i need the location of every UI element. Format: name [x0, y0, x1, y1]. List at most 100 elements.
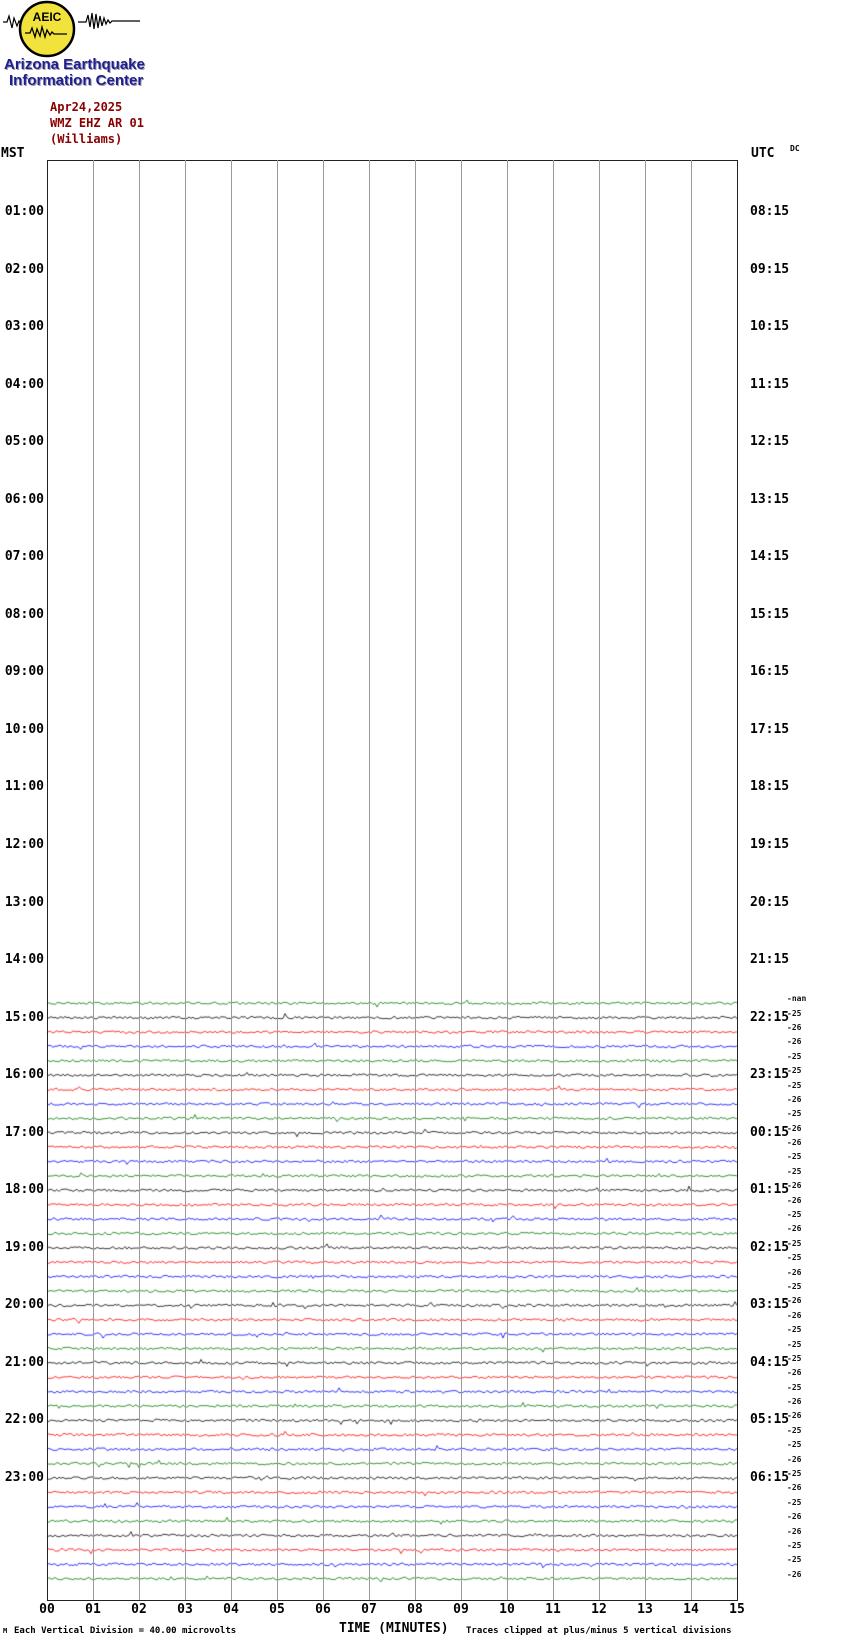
- dc-offset-value: -26: [787, 1267, 802, 1277]
- mst-hour-label: 05:00: [4, 434, 44, 450]
- x-axis-title: TIME (MINUTES): [339, 1621, 449, 1636]
- mst-hour-label: 22:00: [4, 1412, 44, 1428]
- mst-hour-label: 02:00: [4, 261, 44, 277]
- plot-bottom-border: [47, 1600, 738, 1601]
- dc-offset-value: -26: [787, 1411, 802, 1421]
- utc-hour-label: 16:15: [750, 664, 790, 680]
- mst-hour-label: 14:00: [4, 952, 44, 968]
- org-name-line2: Information Center: [9, 72, 144, 89]
- record-date: Apr24,2025: [50, 100, 123, 114]
- mst-axis-label: MST: [1, 146, 25, 161]
- station-location: (Williams): [50, 132, 123, 146]
- gridline-minute-01: [93, 160, 94, 1600]
- utc-hour-label: 05:15: [750, 1412, 790, 1428]
- dc-offset-value: -26: [787, 1094, 802, 1104]
- mst-hour-label: 17:00: [4, 1124, 44, 1140]
- gridline-minute-02: [139, 160, 140, 1600]
- gridline-minute-11: [553, 160, 554, 1600]
- gridline-minute-14: [691, 160, 692, 1600]
- gridline-minute-03: [185, 160, 186, 1600]
- utc-hour-label: 03:15: [750, 1297, 790, 1313]
- mst-hour-label: 07:00: [4, 549, 44, 565]
- dc-offset-value: -26: [787, 1483, 802, 1493]
- gridline-minute-15: [737, 160, 738, 1600]
- mst-hour-label: 09:00: [4, 664, 44, 680]
- utc-hour-label: 00:15: [750, 1124, 790, 1140]
- dc-offset-value: -25: [787, 1440, 802, 1450]
- mst-hour-label: 18:00: [4, 1182, 44, 1198]
- x-tick-label: 13: [637, 1602, 653, 1617]
- mst-hour-label: 23:00: [4, 1469, 44, 1485]
- utc-hour-label: 12:15: [750, 434, 790, 450]
- mst-hour-label: 21:00: [4, 1354, 44, 1370]
- x-tick-label: 14: [683, 1602, 699, 1617]
- mst-hour-label: 20:00: [4, 1297, 44, 1313]
- dc-offset-value: -26: [787, 1037, 802, 1047]
- dc-offset-value: -26: [787, 1310, 802, 1320]
- gridline-minute-04: [231, 160, 232, 1600]
- x-tick-label: 12: [591, 1602, 607, 1617]
- dc-offset-value: -26: [787, 1296, 802, 1306]
- dc-offset-value: -26: [787, 1138, 802, 1148]
- x-tick-label: 15: [729, 1602, 745, 1617]
- dc-offset-value: -25: [787, 1066, 802, 1076]
- dc-offset-value: -26: [787, 1569, 802, 1579]
- mst-hour-label: 13:00: [4, 894, 44, 910]
- x-tick-label: 05: [269, 1602, 285, 1617]
- plot-top-border: [47, 160, 738, 161]
- gridline-minute-05: [277, 160, 278, 1600]
- dc-offset-value: -25: [787, 1210, 802, 1220]
- dc-offset-value: -26: [787, 1195, 802, 1205]
- utc-hour-label: 04:15: [750, 1354, 790, 1370]
- gridline-minute-09: [461, 160, 462, 1600]
- dc-offset-value: -25: [787, 1253, 802, 1263]
- dc-offset-value: -25: [787, 1382, 802, 1392]
- dc-offset-value: -25: [787, 1339, 802, 1349]
- station-code: WMZ EHZ AR 01: [50, 116, 144, 130]
- dc-offset-value: -25: [787, 1497, 802, 1507]
- dc-offset-value: -26: [787, 1023, 802, 1033]
- dc-offset-value: -25: [787, 1468, 802, 1478]
- x-tick-label: 08: [407, 1602, 423, 1617]
- x-tick-label: 09: [453, 1602, 469, 1617]
- dc-offset-value: -nan: [787, 994, 807, 1004]
- dc-offset-value: -25: [787, 1425, 802, 1435]
- utc-hour-label: 20:15: [750, 894, 790, 910]
- mst-hour-label: 12:00: [4, 836, 44, 852]
- clip-note: Traces clipped at plus/minus 5 vertical …: [466, 1626, 732, 1636]
- utc-hour-label: 17:15: [750, 721, 790, 737]
- mst-hour-label: 19:00: [4, 1239, 44, 1255]
- utc-hour-label: 14:15: [750, 549, 790, 565]
- mst-hour-label: 15:00: [4, 1009, 44, 1025]
- dc-offset-value: -26: [787, 1224, 802, 1234]
- dc-offset-value: -25: [787, 1051, 802, 1061]
- mst-hour-label: 08:00: [4, 606, 44, 622]
- gridline-minute-10: [507, 160, 508, 1600]
- dc-offset-value: -26: [787, 1123, 802, 1133]
- utc-hour-label: 21:15: [750, 952, 790, 968]
- gridline-minute-00: [47, 160, 48, 1600]
- mst-hour-label: 16:00: [4, 1067, 44, 1083]
- utc-hour-label: 10:15: [750, 319, 790, 335]
- utc-hour-label: 13:15: [750, 491, 790, 507]
- x-tick-label: 00: [39, 1602, 55, 1617]
- x-tick-label: 10: [499, 1602, 515, 1617]
- mst-hour-label: 03:00: [4, 319, 44, 335]
- scale-marker: M: [3, 1627, 8, 1635]
- dc-offset-value: -25: [787, 1353, 802, 1363]
- dc-offset-value: -26: [787, 1454, 802, 1464]
- gridline-minute-07: [369, 160, 370, 1600]
- utc-hour-label: 06:15: [750, 1469, 790, 1485]
- mst-hour-label: 04:00: [4, 376, 44, 392]
- x-tick-label: 02: [131, 1602, 147, 1617]
- gridline-minute-06: [323, 160, 324, 1600]
- dc-offset-value: -25: [787, 1540, 802, 1550]
- logo-text: AEIC: [33, 10, 62, 24]
- x-tick-label: 04: [223, 1602, 239, 1617]
- dc-offset-value: -26: [787, 1526, 802, 1536]
- x-tick-label: 03: [177, 1602, 193, 1617]
- utc-hour-label: 11:15: [750, 376, 790, 392]
- utc-hour-label: 08:15: [750, 204, 790, 219]
- x-tick-label: 07: [361, 1602, 377, 1617]
